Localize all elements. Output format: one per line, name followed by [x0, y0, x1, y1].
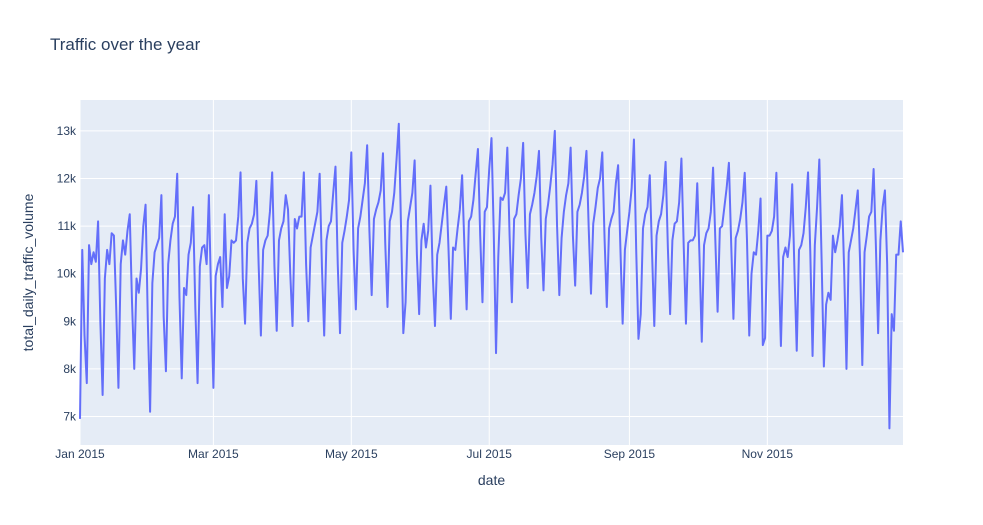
x-tick-label: Jul 2015: [467, 447, 513, 461]
x-axis-title: date: [478, 472, 505, 488]
series-line: [79, 122, 904, 430]
y-tick-label: 11k: [58, 219, 77, 233]
x-tick-label: Nov 2015: [742, 447, 794, 461]
x-tick-label: May 2015: [325, 447, 378, 461]
grid-lines: [79, 100, 903, 445]
y-tick-label: 8k: [63, 362, 77, 376]
y-axis-title: total_daily_traffic_volume: [20, 193, 36, 351]
y-tick-label: 7k: [63, 409, 77, 423]
series-layer: [79, 122, 904, 430]
y-tick-label: 10k: [57, 267, 77, 281]
y-tick-label: 12k: [57, 172, 77, 186]
x-tick-label: Sep 2015: [604, 447, 656, 461]
chart-title: Traffic over the year: [50, 35, 201, 54]
y-tick-label: 9k: [63, 314, 77, 328]
x-tick-label: Jan 2015: [55, 447, 105, 461]
y-tick-label: 13k: [57, 124, 77, 138]
x-tick-label: Mar 2015: [188, 447, 239, 461]
y-axis: 7k 8k 9k 10k 11k 12k 13k: [57, 124, 77, 424]
x-axis: Jan 2015 Mar 2015 May 2015 Jul 2015 Sep 2015…: [55, 447, 793, 461]
